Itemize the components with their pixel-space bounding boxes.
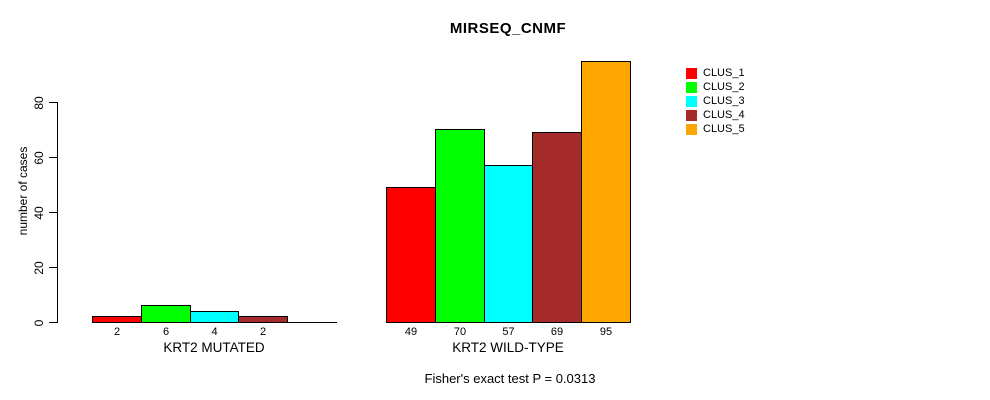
bar-value-label: 49 xyxy=(404,326,418,338)
legend: CLUS_1 CLUS_2 CLUS_3 CLUS_4 CLUS_5 xyxy=(686,66,745,136)
bar-value-label: 69 xyxy=(550,326,564,338)
bar-value-label: 6 xyxy=(162,326,170,338)
legend-label: CLUS_4 xyxy=(703,109,745,121)
bar-value-label: 2 xyxy=(259,326,267,338)
bar-clus_4 xyxy=(238,316,288,323)
bar-clus_4 xyxy=(532,132,582,323)
legend-swatch-clus_2 xyxy=(686,81,697,93)
y-axis-tick-label: 0 xyxy=(32,319,46,326)
group-label: KRT2 MUTATED xyxy=(163,340,265,355)
legend-label: CLUS_3 xyxy=(703,95,745,107)
y-axis-tick xyxy=(49,267,57,268)
bar-clus_1 xyxy=(386,187,436,323)
legend-label: CLUS_2 xyxy=(703,81,745,93)
legend-label: CLUS_5 xyxy=(703,123,745,135)
legend-row: CLUS_4 xyxy=(686,108,745,122)
y-axis-tick-label: 40 xyxy=(32,205,46,220)
bar-clus_5 xyxy=(581,61,631,323)
y-axis-tick-label: 60 xyxy=(32,150,46,165)
y-axis-tick-label: 20 xyxy=(32,260,46,275)
legend-swatch-clus_3 xyxy=(686,95,697,107)
legend-row: CLUS_5 xyxy=(686,122,745,136)
y-axis-tick xyxy=(49,102,57,103)
bar-clus_2 xyxy=(141,305,191,323)
bar-clus_1 xyxy=(92,316,142,323)
bar-value-label: 4 xyxy=(211,326,218,338)
group-label: KRT2 WILD-TYPE xyxy=(452,340,564,355)
y-axis-tick xyxy=(49,157,57,158)
bar-value-label: 70 xyxy=(453,326,467,338)
fisher-test-annotation: Fisher's exact test P = 0.0313 xyxy=(424,371,596,386)
bar-value-label: 2 xyxy=(113,326,121,338)
legend-row: CLUS_1 xyxy=(686,66,745,80)
legend-swatch-clus_4 xyxy=(686,109,697,121)
bar-clus_3 xyxy=(484,165,533,323)
legend-label: CLUS_1 xyxy=(703,67,745,79)
bar-value-label: 57 xyxy=(502,326,515,338)
y-axis-tick xyxy=(49,322,57,323)
legend-row: CLUS_3 xyxy=(686,94,745,108)
y-axis-tick xyxy=(49,212,57,213)
y-axis-line xyxy=(57,102,58,323)
bar-clus_2 xyxy=(435,129,485,323)
bar-clus_3 xyxy=(190,311,239,323)
legend-row: CLUS_2 xyxy=(686,80,745,94)
y-axis-tick-label: 80 xyxy=(32,95,46,110)
legend-swatch-clus_5 xyxy=(686,123,697,135)
bar-value-label: 95 xyxy=(599,326,613,338)
bar-clus_5 xyxy=(287,322,337,323)
legend-swatch-clus_1 xyxy=(686,67,697,79)
chart-title: MIRSEQ_CNMF xyxy=(449,20,567,37)
